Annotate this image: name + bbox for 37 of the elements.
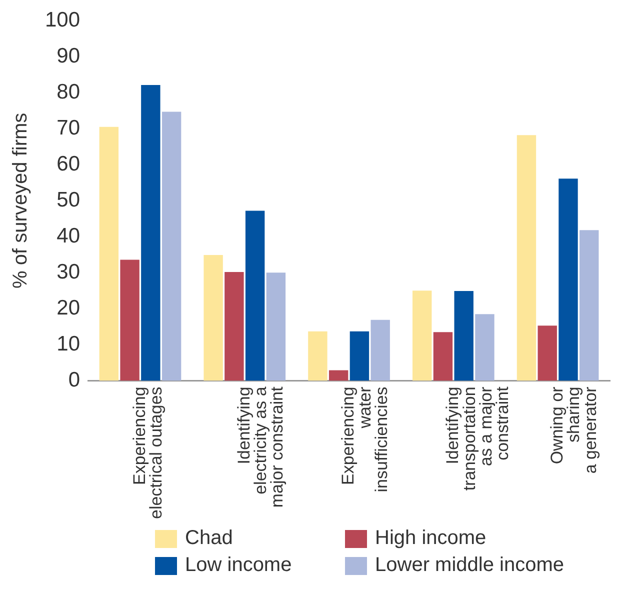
bar — [350, 331, 370, 381]
y-tick-label: 20 — [56, 296, 80, 320]
bar — [370, 320, 390, 381]
bar — [454, 291, 474, 381]
y-tick-label: 70 — [56, 116, 80, 140]
legend-label: Lower middle income — [375, 554, 564, 577]
legend-label: High income — [375, 527, 486, 550]
bar — [308, 331, 328, 381]
y-tick-label: 60 — [56, 152, 80, 176]
legend-label: Chad — [185, 527, 233, 550]
y-axis-title: % of surveyed firms — [10, 112, 32, 288]
bar — [266, 272, 286, 381]
y-tick-label: 10 — [56, 332, 80, 356]
bar — [99, 126, 119, 381]
y-tick-label: 50 — [56, 188, 80, 212]
y-tick-label: 0 — [68, 368, 80, 392]
bar — [558, 178, 578, 381]
y-tick-label: 90 — [56, 44, 80, 68]
bar — [433, 332, 453, 381]
x-tick-label: Experiencing electrical outages — [130, 386, 166, 520]
y-tick-label: 40 — [56, 224, 80, 248]
y-tick-label: 80 — [56, 80, 80, 104]
bar — [328, 370, 348, 381]
bar — [224, 272, 244, 381]
bar — [162, 112, 182, 381]
bar — [120, 260, 140, 381]
bar — [204, 255, 223, 381]
bar — [245, 210, 265, 381]
bar — [538, 326, 557, 381]
bar — [516, 135, 536, 381]
bar — [580, 230, 599, 381]
legend-label: Low income — [185, 554, 292, 577]
bar — [141, 85, 160, 381]
y-tick-label: 100 — [44, 8, 80, 32]
bar — [475, 314, 494, 381]
bar — [412, 290, 432, 381]
y-tick-label: 30 — [56, 260, 80, 284]
